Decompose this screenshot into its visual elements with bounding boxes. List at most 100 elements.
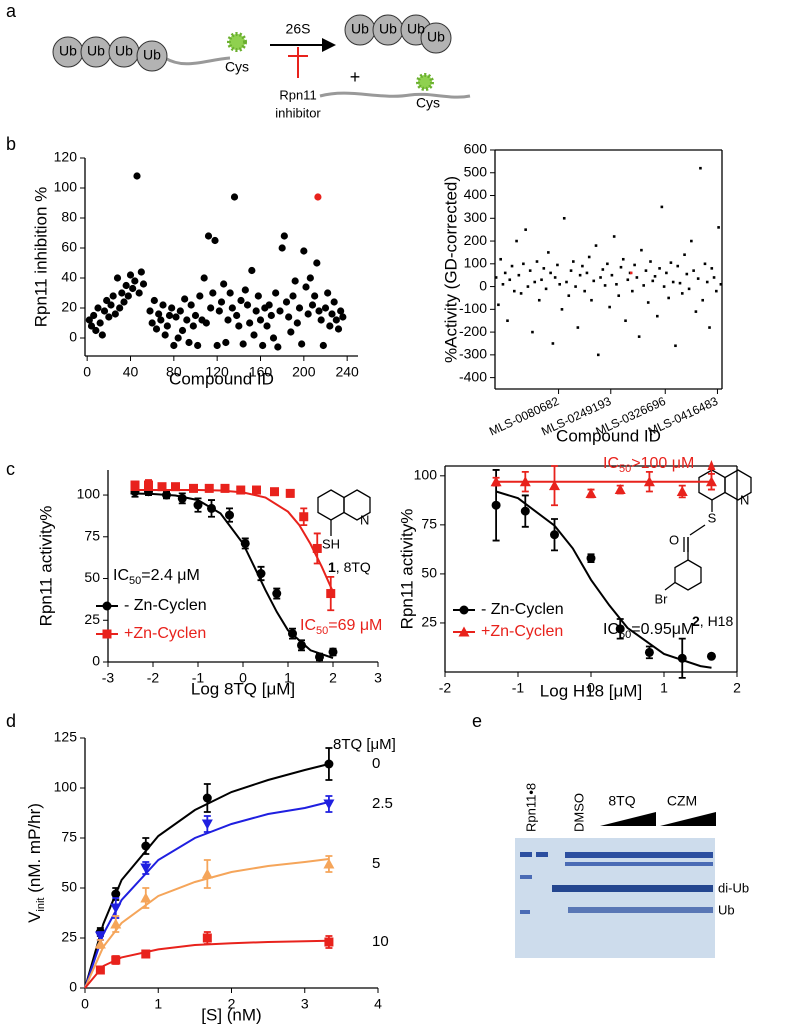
point bbox=[537, 298, 541, 302]
point bbox=[619, 265, 623, 269]
point bbox=[107, 301, 115, 309]
point bbox=[105, 313, 113, 321]
annotation: IC50=69 μM bbox=[300, 617, 382, 637]
point bbox=[300, 247, 308, 255]
marker bbox=[201, 819, 213, 830]
point bbox=[662, 285, 666, 288]
point bbox=[207, 304, 215, 312]
point bbox=[678, 281, 682, 285]
ub-bead bbox=[420, 22, 452, 54]
marker bbox=[177, 493, 187, 503]
point bbox=[174, 334, 182, 342]
point bbox=[252, 307, 260, 315]
y-axis-label: Vinit (nM. mP/hr) bbox=[25, 803, 46, 923]
point bbox=[282, 298, 291, 306]
cys-label: Cys bbox=[416, 95, 440, 111]
point bbox=[594, 244, 598, 247]
point bbox=[241, 286, 249, 294]
ub-label: Ub bbox=[87, 43, 105, 59]
y-tick-label: 400 bbox=[464, 186, 488, 202]
point bbox=[259, 341, 267, 350]
point bbox=[690, 239, 693, 243]
x-axis-label: Log 8TQ [μM] bbox=[191, 679, 295, 698]
point bbox=[92, 326, 100, 335]
x-tick-label: 0 bbox=[83, 364, 91, 380]
point bbox=[126, 271, 135, 279]
legend-label: +Zn-Cyclen bbox=[124, 625, 206, 642]
point bbox=[122, 281, 130, 290]
compound-label: 2, H18 bbox=[692, 613, 733, 629]
point bbox=[269, 334, 278, 342]
x-tick-label: -2 bbox=[147, 670, 160, 686]
y-tick-label: 40 bbox=[61, 269, 77, 285]
point bbox=[581, 264, 584, 268]
point bbox=[187, 301, 195, 309]
point bbox=[642, 284, 645, 287]
point bbox=[621, 257, 625, 261]
point bbox=[510, 264, 514, 268]
point bbox=[131, 277, 139, 285]
enzyme-label: 26S bbox=[286, 21, 311, 37]
point bbox=[651, 279, 655, 283]
y-tick-label: 50 bbox=[61, 879, 77, 895]
y-tick-label: 25 bbox=[61, 929, 77, 945]
point bbox=[272, 289, 280, 297]
point bbox=[133, 172, 141, 180]
annotation-sub: 50 bbox=[129, 575, 141, 587]
compound-name: , H18 bbox=[700, 613, 734, 629]
point bbox=[285, 313, 293, 321]
point bbox=[222, 338, 230, 347]
x-tick-label: 120 bbox=[205, 364, 229, 380]
point bbox=[109, 292, 117, 300]
point bbox=[148, 319, 156, 327]
point bbox=[712, 276, 716, 279]
point bbox=[567, 294, 571, 297]
y-tick-label: 200 bbox=[464, 232, 488, 248]
annotation-sub: 50 bbox=[316, 625, 328, 637]
annotation: IC50>100 μM bbox=[603, 455, 694, 475]
y-tick-label: 100 bbox=[414, 467, 438, 483]
point bbox=[656, 314, 659, 318]
point bbox=[542, 267, 546, 270]
marker bbox=[323, 799, 335, 810]
ring bbox=[674, 559, 702, 591]
marker bbox=[240, 538, 250, 548]
point bbox=[674, 344, 677, 348]
ub-label: Ub bbox=[379, 21, 397, 37]
point bbox=[334, 325, 343, 333]
y-tick-label: 0 bbox=[479, 277, 487, 293]
point bbox=[165, 311, 174, 320]
marker bbox=[299, 512, 309, 522]
marker bbox=[585, 487, 597, 498]
y-axis-label-tail: (nM. mP/hr) bbox=[25, 803, 44, 897]
atom-label: N bbox=[360, 512, 369, 527]
marker bbox=[586, 553, 596, 563]
inhibitor-label: Rpn11 bbox=[279, 87, 316, 102]
x-tick-label: -1 bbox=[512, 680, 525, 696]
point bbox=[278, 244, 286, 252]
marker bbox=[297, 640, 306, 650]
ring bbox=[317, 489, 345, 521]
x-axis-label: [S] (nM) bbox=[201, 1005, 261, 1024]
point bbox=[220, 280, 228, 288]
point bbox=[319, 341, 327, 350]
marker bbox=[140, 863, 152, 874]
marker bbox=[189, 483, 198, 493]
point bbox=[181, 295, 189, 303]
marker bbox=[324, 937, 334, 947]
y-axis-label-sub: init bbox=[35, 898, 47, 912]
point bbox=[631, 289, 634, 293]
chart: 0 25 50 75 100 125 0 1 2 3 4 0 2.5 5 10 8TQ [μM] bbox=[54, 729, 396, 1012]
marker bbox=[207, 503, 216, 513]
legend-label: - Zn-Cyclen bbox=[481, 601, 564, 618]
point bbox=[306, 274, 314, 282]
series-label: 0 bbox=[372, 755, 380, 772]
point bbox=[715, 289, 718, 293]
point bbox=[687, 287, 691, 291]
point bbox=[497, 303, 500, 307]
marker bbox=[323, 858, 335, 869]
marker bbox=[201, 868, 213, 879]
point bbox=[191, 311, 200, 320]
point bbox=[168, 304, 176, 312]
